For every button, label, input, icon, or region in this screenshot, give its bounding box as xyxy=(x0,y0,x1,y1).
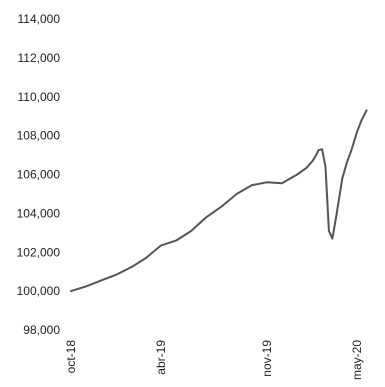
x-tick-label: may-20 xyxy=(350,340,364,380)
y-tick-label: 102,000 xyxy=(17,245,61,259)
x-tick-label: oct-18 xyxy=(64,340,78,374)
y-tick-label: 100,000 xyxy=(17,284,61,298)
y-tick-label: 108,000 xyxy=(17,129,61,143)
x-tick-label: nov-19 xyxy=(260,340,274,377)
y-tick-label: 114,000 xyxy=(18,12,61,26)
y-axis-ticks: 98,000 100,000 102,000 104,000 106,000 108,00… xyxy=(17,12,61,337)
y-tick-label: 104,000 xyxy=(17,206,61,220)
x-axis-ticks: oct-18 abr-19 nov-19 may-20 xyxy=(64,340,364,380)
x-tick-label: abr-19 xyxy=(154,340,168,375)
y-tick-label: 112,000 xyxy=(18,51,61,65)
y-tick-label: 106,000 xyxy=(17,168,61,182)
y-tick-label: 110,000 xyxy=(18,90,61,104)
series-line xyxy=(70,109,368,293)
y-tick-label: 98,000 xyxy=(23,323,60,337)
